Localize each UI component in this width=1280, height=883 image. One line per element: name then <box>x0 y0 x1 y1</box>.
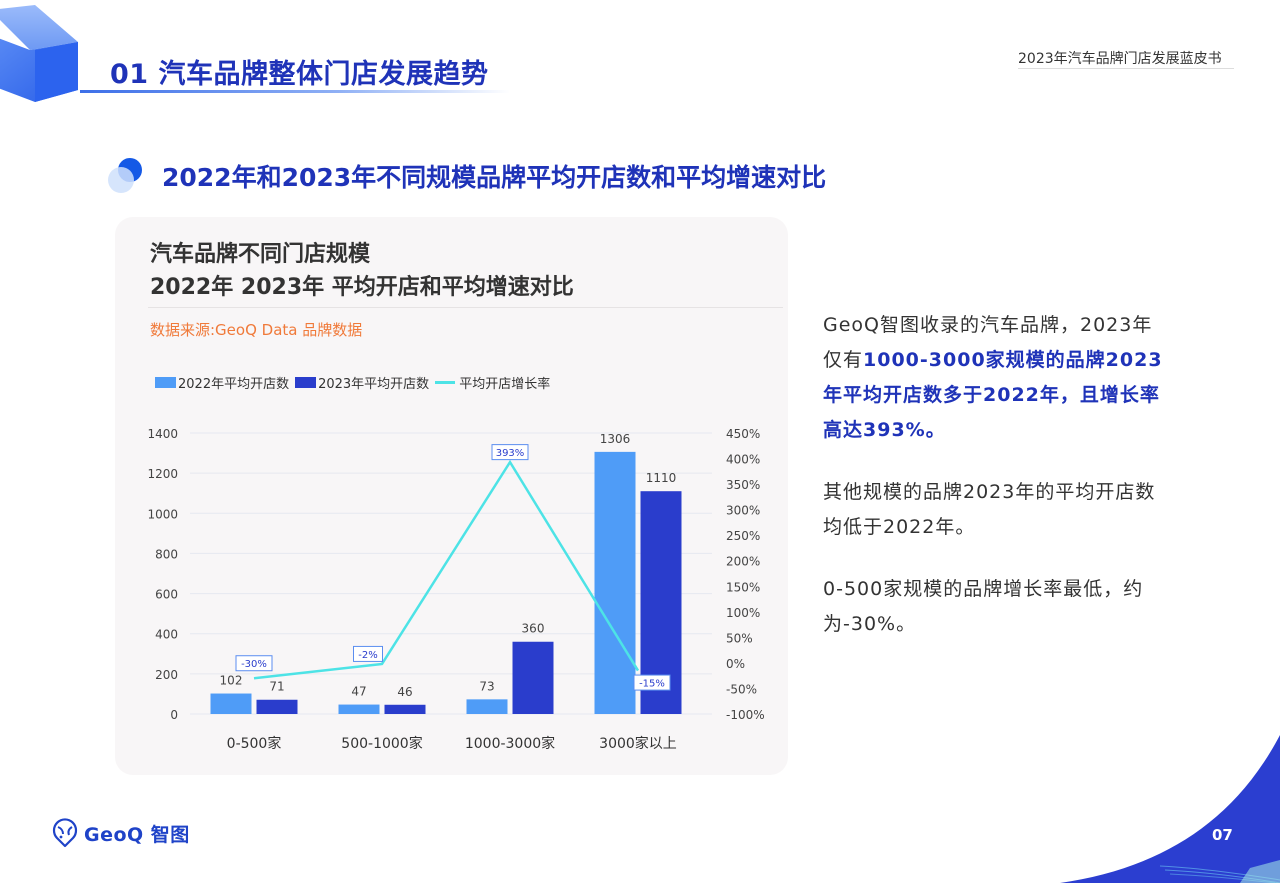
geoq-logo-icon <box>52 818 78 848</box>
report-name-divider <box>1018 68 1234 69</box>
decorative-cube-icon <box>0 5 78 102</box>
bar-value-label: 47 <box>351 685 366 699</box>
growth-label: -2% <box>358 650 377 661</box>
category-label: 3000家以上 <box>599 735 677 752</box>
section-bullet-icon <box>108 158 142 193</box>
insight-paragraph-2: 其他规模的品牌2023年的平均开店数均低于2022年。 <box>823 481 1156 538</box>
left-axis-tick: 400 <box>155 628 178 642</box>
right-axis-tick: 0% <box>726 657 745 671</box>
insight-1-prefix: GeoQ智图收录的汽车品牌，2023年仅有 <box>823 314 1153 371</box>
bar-2023 <box>256 699 298 714</box>
category-label: 1000-3000家 <box>465 735 555 752</box>
left-axis-tick: 1200 <box>147 467 178 481</box>
bar-value-label: 102 <box>220 674 243 688</box>
right-axis-tick: -50% <box>726 682 757 696</box>
insight-1-highlight: 1000-3000家规模的品牌2023年平均开店数多于2022年，且增长率高达3… <box>823 349 1163 441</box>
report-name: 2023年汽车品牌门店发展蓝皮书 <box>1018 51 1222 67</box>
chart-title-line1: 汽车品牌不同门店规模 <box>150 242 371 267</box>
chart-title: 汽车品牌不同门店规模 2022年 2023年 平均开店和平均增速对比 <box>150 238 574 304</box>
bar-2023 <box>512 641 554 714</box>
left-axis-tick: 1400 <box>147 427 178 441</box>
right-axis-tick: 450% <box>726 427 760 441</box>
chart-legend: 2022年平均开店数 2023年平均开店数 平均开店增长率 <box>155 373 556 392</box>
legend-line-growth <box>435 381 456 384</box>
page-number: 07 <box>1212 826 1233 844</box>
legend-label-growth: 平均开店增长率 <box>459 377 551 392</box>
bar-value-label: 71 <box>269 680 284 694</box>
bar-value-label: 360 <box>522 622 545 636</box>
right-axis-tick: 400% <box>726 453 760 467</box>
geoq-logo: GeoQ 智图 <box>52 818 190 848</box>
growth-label-box <box>491 444 529 461</box>
growth-line <box>253 459 640 680</box>
left-axis-tick: 0 <box>170 708 178 722</box>
insight-paragraph-3: 0-500家规模的品牌增长率最低，约为-30%。 <box>823 578 1144 635</box>
right-axis-tick: 100% <box>726 606 760 620</box>
legend-swatch-2023 <box>295 377 317 388</box>
data-source: 数据来源:GeoQ Data 品牌数据 <box>150 321 363 339</box>
legend-item-growth: 平均开店增长率 <box>435 373 550 392</box>
right-axis-tick: 300% <box>726 504 760 518</box>
card-divider <box>148 307 783 308</box>
bar-value-label: 1306 <box>600 432 631 446</box>
right-axis-tick: 50% <box>726 631 753 645</box>
right-axis-tick: 250% <box>726 529 760 543</box>
growth-label: -15% <box>639 679 665 690</box>
right-axis-tick: 350% <box>726 478 760 492</box>
chart-title-line2: 2022年 2023年 平均开店和平均增速对比 <box>150 275 574 300</box>
bar-value-label: 1110 <box>646 471 677 485</box>
bar-2022 <box>210 693 252 714</box>
insight-paragraph-1: GeoQ智图收录的汽车品牌，2023年仅有1000-3000家规模的品牌2023… <box>823 308 1168 448</box>
bar-2022 <box>594 451 636 714</box>
growth-label-box <box>235 655 273 672</box>
logo-text: GeoQ 智图 <box>84 823 190 846</box>
section-header-title: 01 汽车品牌整体门店发展趋势 <box>110 59 489 90</box>
header-underline <box>80 90 510 93</box>
section-subtitle: 2022年和2023年不同规模品牌平均开店数和平均增速对比 <box>162 163 827 192</box>
left-axis-tick: 600 <box>155 588 178 602</box>
legend-item-2023: 2023年平均开店数 <box>295 373 429 392</box>
bar-2023 <box>384 704 426 714</box>
bar-2022 <box>466 699 508 714</box>
insights-text: GeoQ智图收录的汽车品牌，2023年仅有1000-3000家规模的品牌2023… <box>823 308 1168 669</box>
left-axis-tick: 200 <box>155 668 178 682</box>
category-label: 0-500家 <box>227 735 282 752</box>
left-axis-tick: 1000 <box>147 507 178 521</box>
right-axis-tick: -100% <box>726 708 765 722</box>
left-axis-tick: 800 <box>155 547 178 561</box>
legend-item-2022: 2022年平均开店数 <box>155 373 289 392</box>
growth-label-box <box>633 674 671 691</box>
growth-label: -30% <box>241 659 267 670</box>
legend-label-2022: 2022年平均开店数 <box>178 377 290 392</box>
right-axis-tick: 200% <box>726 555 760 569</box>
right-axis-tick: 150% <box>726 580 760 594</box>
category-label: 500-1000家 <box>341 735 422 752</box>
growth-label-box <box>353 645 383 662</box>
bar-value-label: 46 <box>397 685 412 699</box>
growth-label: 393% <box>496 448 525 459</box>
bar-2022 <box>338 704 380 714</box>
legend-swatch-2022 <box>155 377 176 388</box>
legend-label-2023: 2023年平均开店数 <box>318 377 430 392</box>
bar-value-label: 73 <box>479 679 494 693</box>
